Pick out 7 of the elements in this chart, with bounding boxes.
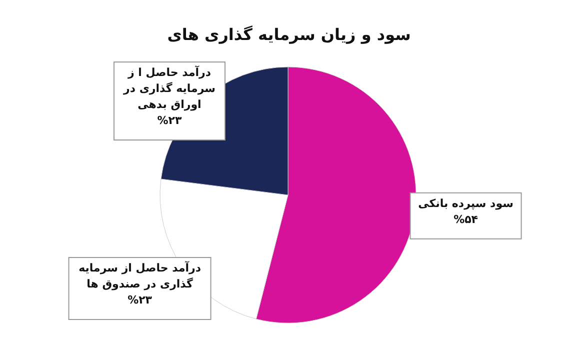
data-label: %۵۴ [454, 212, 478, 226]
slice-label: درآمد حاصل ا ز سرمایه گذاری در اوراق بدهی [122, 65, 216, 111]
data-label: %۲۳ [157, 114, 182, 127]
slice-label: درآمد حاصل از سرمایه گذاری در صندوق ها [78, 260, 202, 291]
slice-label: سود سپرده بانکی [418, 196, 514, 210]
data-label: %۲۳ [128, 294, 152, 307]
chart-title: سود و زیان سرمایه گذاری های [167, 25, 411, 44]
